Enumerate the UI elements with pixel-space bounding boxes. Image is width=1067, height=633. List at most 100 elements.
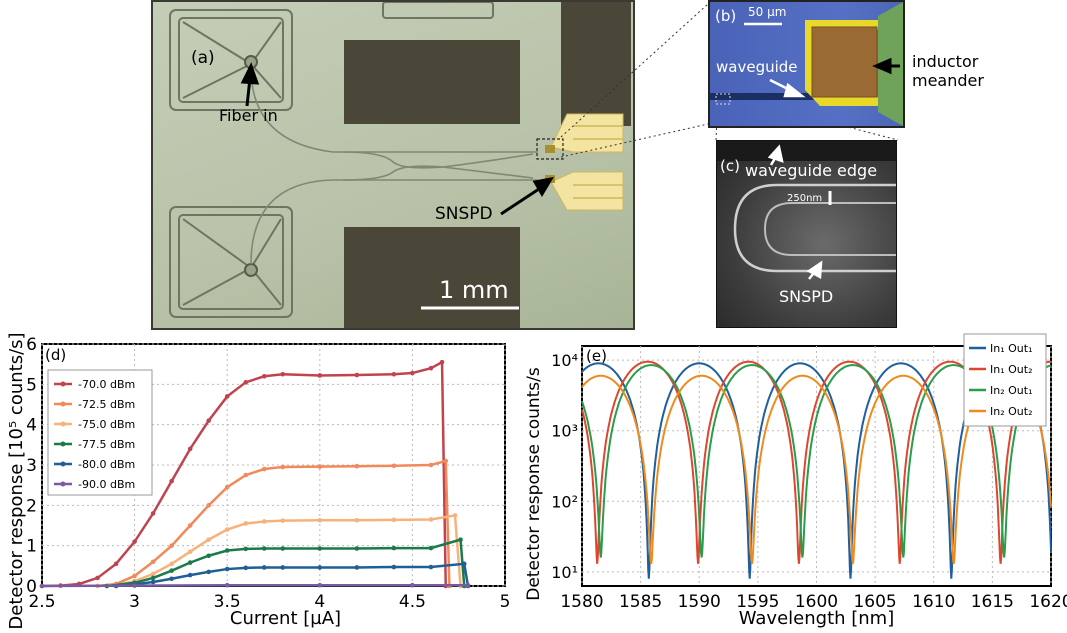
x-tick-label: 1620 [1029,592,1067,612]
series-line [41,583,468,588]
data-point [206,503,211,508]
data-point [187,446,193,452]
data-point [261,519,267,524]
data-point [224,484,230,490]
series-line [115,562,470,588]
detector-response-wavelength-chart: 1580 1585 1590 1595 1600 1605 1610 1615 1620 10¹ 1… [525,333,1067,629]
detector-response-current-chart: 2.5 3 3.5 4 4.5 5 0 1 2 3 4 5 6 (d) -70.0 dBm -72.5 dBm… [6,332,510,629]
x-tick-label: 1615 [971,592,1014,612]
data-point [169,576,174,582]
data-point [428,564,434,570]
data-point [443,458,449,464]
x-tick-label: 1585 [619,592,662,612]
data-point [354,463,360,469]
data-point [452,513,458,518]
data-point [391,371,397,377]
x-tick-label: 1605 [853,592,896,612]
x-axis-label: Wavelength [nm] [739,608,895,629]
data-point [317,546,323,551]
data-point [461,561,467,567]
data-point [439,359,445,365]
y-axis-label: Detector response counts/s [525,367,544,601]
inductor-label-line2: meander [912,71,984,90]
data-point [150,559,156,565]
legend-entry: -75.0 dBm [78,418,135,431]
data-point [187,572,193,578]
zoom-photograph: (b) 50 µm waveguide [708,0,905,128]
legend-marker [60,401,66,407]
data-point [243,380,249,385]
x-tick-label: 4 [314,592,325,612]
data-point [428,462,434,468]
data-point [169,543,174,548]
data-point [224,548,230,553]
panel-e-label: (e) [586,347,607,365]
waveguide-edge-label: waveguide edge [745,161,878,180]
data-point [317,517,323,523]
legend-marker [60,421,66,427]
snspd-label: SNSPD [435,204,493,224]
data-point [187,523,193,528]
x-tick-label: 1590 [678,592,721,612]
data-point [150,571,156,577]
y-tick-label: 6 [26,335,37,355]
data-point [354,546,360,551]
data-point [354,517,360,523]
legend-entry: -72.5 dBm [78,398,135,411]
data-point [280,464,286,470]
fiber-in-label: Fiber in [219,106,278,125]
series-line [106,537,466,588]
data-point [354,372,360,378]
data-point [206,553,211,559]
y-tick-label: 10¹ [551,563,578,582]
data-point [187,549,193,555]
y-tick-label: 10⁴ [551,351,578,370]
x-tick-label: 1595 [736,592,779,612]
panel-b-label: (b) [715,7,737,25]
data-point [224,394,230,399]
x-tick-label: 4.5 [399,592,426,612]
data-point [261,373,267,379]
legend-entry: In₁ Out₁ [990,342,1032,355]
b-scale-bar-label: 50 µm [748,5,787,19]
data-point [243,565,249,571]
panel-a-label: (a) [191,48,215,68]
data-point [391,545,397,551]
data-point [187,560,193,565]
sem-image: (c) waveguide edge 250nm SNSPD [716,140,897,328]
x-axis-label: Current [µA] [230,608,341,629]
data-point [428,517,434,522]
data-point [280,565,286,570]
x-tick-label: 2.5 [28,592,55,612]
data-point [169,561,174,567]
legend-entry: In₂ Out₁ [990,384,1032,397]
data-point [261,565,267,570]
data-point [458,537,463,542]
data-point [169,478,174,484]
data-point [410,370,415,376]
chip-photograph: (a) Fiber in SNSPD 1 mm [151,0,635,330]
data-point [317,373,323,378]
data-point [39,583,45,589]
data-point [224,566,230,572]
x-tick-label: 1600 [795,592,838,612]
data-point [113,561,119,567]
data-point [206,418,211,423]
legend-entry: In₁ Out₂ [990,363,1032,376]
sem-snspd-label: SNSPD [779,287,834,306]
legend-marker [60,481,66,487]
data-point [261,546,267,551]
x-tick-label: 1580 [560,592,603,612]
x-tick-label: 1610 [912,592,955,612]
data-point [428,545,434,551]
y-tick-label: 3 [26,456,37,476]
data-point [132,573,137,579]
data-point [280,518,286,523]
data-point [243,472,249,478]
data-point [243,521,249,526]
data-point [150,511,156,516]
y-tick-label: 0 [26,577,37,597]
data-point [206,537,211,542]
data-point [224,527,230,532]
y-tick-label: 10³ [551,422,578,441]
